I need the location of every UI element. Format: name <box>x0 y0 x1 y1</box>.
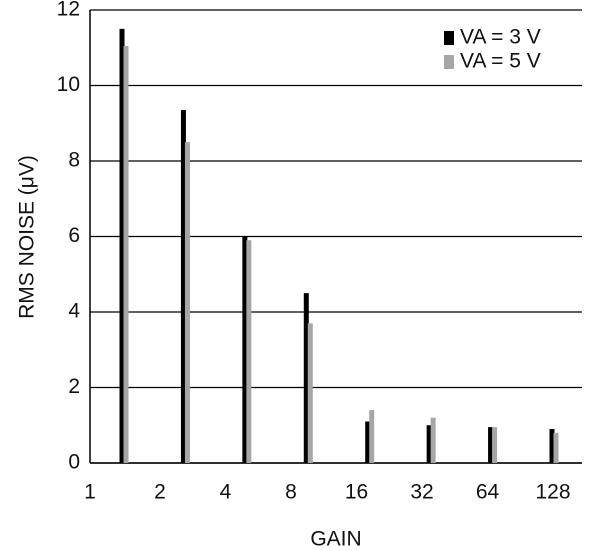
bar <box>430 417 436 463</box>
bar <box>303 293 309 463</box>
y-tick-label: 10 <box>57 73 80 96</box>
y-tick-label: 4 <box>68 300 80 323</box>
x-tick-label: 1 <box>84 481 96 504</box>
x-axis-label: GAIN <box>310 528 361 551</box>
y-tick-label: 8 <box>68 149 80 172</box>
x-tick-label: 16 <box>345 481 368 504</box>
y-tick-label: 2 <box>68 375 80 398</box>
legend-swatch <box>444 55 454 69</box>
x-tick-label: 32 <box>410 481 433 504</box>
bar <box>365 421 371 463</box>
bar <box>492 427 498 463</box>
bar <box>549 429 555 463</box>
x-tick-label: 64 <box>476 481 500 504</box>
y-axis-label: RMS NOISE (μV) <box>16 155 39 319</box>
y-tick-label: 6 <box>68 224 80 247</box>
bar <box>488 427 494 463</box>
bar <box>184 142 190 463</box>
bar <box>180 110 186 463</box>
bar <box>307 323 313 463</box>
bar <box>553 432 559 463</box>
x-tick-label: 2 <box>154 481 166 504</box>
bar <box>242 236 248 463</box>
bar <box>426 425 432 463</box>
bar <box>123 45 129 464</box>
x-tick-label: 8 <box>285 481 297 504</box>
legend-label: VA = 5 V <box>460 50 541 73</box>
bar <box>246 240 252 463</box>
bar <box>369 410 375 463</box>
y-tick-label: 0 <box>68 451 80 474</box>
x-tick-label: 128 <box>535 481 570 504</box>
x-tick-label: 4 <box>220 481 232 504</box>
bar <box>119 28 125 463</box>
legend-swatch <box>444 31 454 45</box>
y-tick-label: 12 <box>57 0 80 21</box>
legend-label: VA = 3 V <box>460 26 541 49</box>
